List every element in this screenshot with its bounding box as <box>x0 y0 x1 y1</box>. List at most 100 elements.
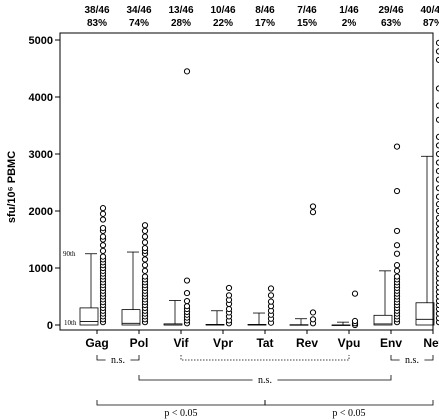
data-point <box>267 292 275 299</box>
box-pol <box>121 222 149 326</box>
y-tick-label: 1000 <box>29 263 53 275</box>
data-point <box>141 239 149 246</box>
data-point <box>99 205 107 212</box>
responder-count: 40/46 <box>420 5 439 16</box>
responder-count: 13/46 <box>168 5 193 16</box>
box-rev <box>289 203 317 327</box>
data-point <box>393 262 401 269</box>
box-vpr <box>205 284 233 327</box>
data-point <box>351 290 359 297</box>
box-env <box>373 143 401 326</box>
responder-percent: 83% <box>87 18 107 29</box>
data-point <box>99 247 107 254</box>
box-iqr <box>79 307 99 326</box>
data-point <box>309 203 317 210</box>
comparison-label: p < 0.05 <box>332 408 365 419</box>
responder-count: 38/46 <box>84 5 109 16</box>
label-gap <box>252 378 278 382</box>
x-tick-label: Tat <box>256 336 273 350</box>
responder-count: 7/46 <box>297 5 317 16</box>
x-tick-label: Vpu <box>338 336 361 350</box>
box-vpu <box>331 290 359 329</box>
responder-count: 34/46 <box>126 5 151 16</box>
data-point <box>309 316 317 323</box>
data-point <box>141 244 149 252</box>
data-point <box>99 210 107 217</box>
data-point <box>393 143 401 150</box>
data-point <box>141 233 149 240</box>
responder-percent: 17% <box>255 18 275 29</box>
responder-percent: 22% <box>213 18 233 29</box>
x-tick-label: Gag <box>85 336 108 350</box>
y-axis: 0 1000 2000 3000 4000 5000 <box>29 35 60 332</box>
data-point <box>141 267 149 274</box>
data-point <box>99 216 107 223</box>
box-iqr <box>373 314 393 326</box>
responder-percent: 2% <box>342 18 357 29</box>
comparison-bracket <box>180 355 350 361</box>
box-vif <box>163 68 191 327</box>
x-tick-label: Pol <box>130 336 149 350</box>
data-point <box>183 289 191 297</box>
y-axis-label: sfu/10⁶ PBMC <box>6 151 18 223</box>
data-point <box>141 222 149 229</box>
box-tat <box>247 285 275 326</box>
significance-brackets: n.s. n.s. n.s. p < 0.05 p < 0.05 <box>96 355 434 419</box>
data-point <box>393 273 401 280</box>
y-tick-label: 4000 <box>29 92 53 104</box>
plot-frame <box>59 32 434 331</box>
data-point <box>183 277 191 284</box>
x-tick-label: Rev <box>296 336 318 350</box>
responder-percent: 15% <box>297 18 317 29</box>
comparison-bracket <box>96 400 266 406</box>
responder-percent: 87% <box>423 18 439 29</box>
x-tick-label: Nef <box>423 336 439 350</box>
data-point <box>309 209 317 216</box>
y-tick-label: 3000 <box>29 149 53 161</box>
label-gap <box>105 358 131 362</box>
data-point <box>393 242 401 249</box>
y-tick-label: 2000 <box>29 206 53 218</box>
data-point <box>99 233 107 240</box>
data-point <box>141 256 149 263</box>
box-iqr <box>415 302 435 326</box>
comparison-label: n.s. <box>111 355 125 366</box>
responder-count: 10/46 <box>210 5 235 16</box>
responder-percent: 74% <box>129 18 149 29</box>
data-point <box>267 298 275 305</box>
percentile-90-label: 90th <box>63 250 76 258</box>
box-iqr <box>121 309 141 326</box>
data-point <box>141 227 149 235</box>
responder-count: 8/46 <box>255 5 275 16</box>
x-tick-label: Vif <box>173 336 189 350</box>
data-point <box>141 273 149 280</box>
responder-labels: 38/46 83% 34/46 74% 13/46 28% 10/46 22% 8/46 17% 7… <box>84 5 439 29</box>
comparison-label: p < 0.05 <box>164 408 197 419</box>
box-gag <box>79 205 107 326</box>
data-point <box>183 303 191 310</box>
label-gap <box>399 358 425 362</box>
data-point <box>393 267 401 274</box>
x-axis: Gag Pol Vif Vpr Tat Rev Vpu Env Nef <box>85 330 439 350</box>
x-tick-label: Env <box>380 336 402 350</box>
data-point <box>393 187 401 195</box>
data-point <box>225 284 233 292</box>
data-point <box>141 262 149 269</box>
data-point <box>309 309 317 316</box>
box-nef <box>415 39 439 326</box>
comparison-bracket <box>264 400 434 406</box>
data-point <box>99 225 107 232</box>
data-point <box>99 242 107 249</box>
comparison-label: n.s. <box>405 355 419 366</box>
box-plots <box>79 39 439 329</box>
responder-count: 1/46 <box>339 5 359 16</box>
x-tick-label: Vpr <box>213 336 233 350</box>
responder-count: 29/46 <box>378 5 403 16</box>
comparison-label: n.s. <box>258 375 272 386</box>
responder-percent: 63% <box>381 18 401 29</box>
y-tick-label: 5000 <box>29 35 53 47</box>
y-tick-label: 0 <box>47 320 53 332</box>
data-point <box>393 227 401 235</box>
data-point <box>183 68 191 75</box>
